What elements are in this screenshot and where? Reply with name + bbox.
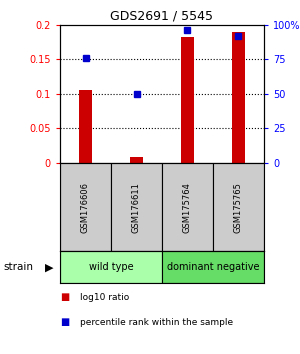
Bar xyxy=(162,163,213,251)
Text: percentile rank within the sample: percentile rank within the sample xyxy=(80,318,232,327)
Bar xyxy=(213,163,264,251)
Bar xyxy=(232,32,245,163)
Text: ■: ■ xyxy=(60,317,69,327)
Text: wild type: wild type xyxy=(89,262,133,272)
Text: GSM176606: GSM176606 xyxy=(81,182,90,233)
Text: dominant negative: dominant negative xyxy=(167,262,259,272)
Text: ■: ■ xyxy=(60,292,69,302)
Title: GDS2691 / 5545: GDS2691 / 5545 xyxy=(110,9,214,22)
Bar xyxy=(130,157,143,163)
Bar xyxy=(60,251,162,283)
Text: GSM176611: GSM176611 xyxy=(132,182,141,233)
Text: ▶: ▶ xyxy=(45,262,54,272)
Text: log10 ratio: log10 ratio xyxy=(80,293,129,302)
Text: GSM175765: GSM175765 xyxy=(234,182,243,233)
Bar xyxy=(111,163,162,251)
Text: strain: strain xyxy=(3,262,33,272)
Bar xyxy=(79,90,92,163)
Bar xyxy=(181,36,194,163)
Bar xyxy=(60,163,111,251)
Text: GSM175764: GSM175764 xyxy=(183,182,192,233)
Bar xyxy=(162,251,264,283)
